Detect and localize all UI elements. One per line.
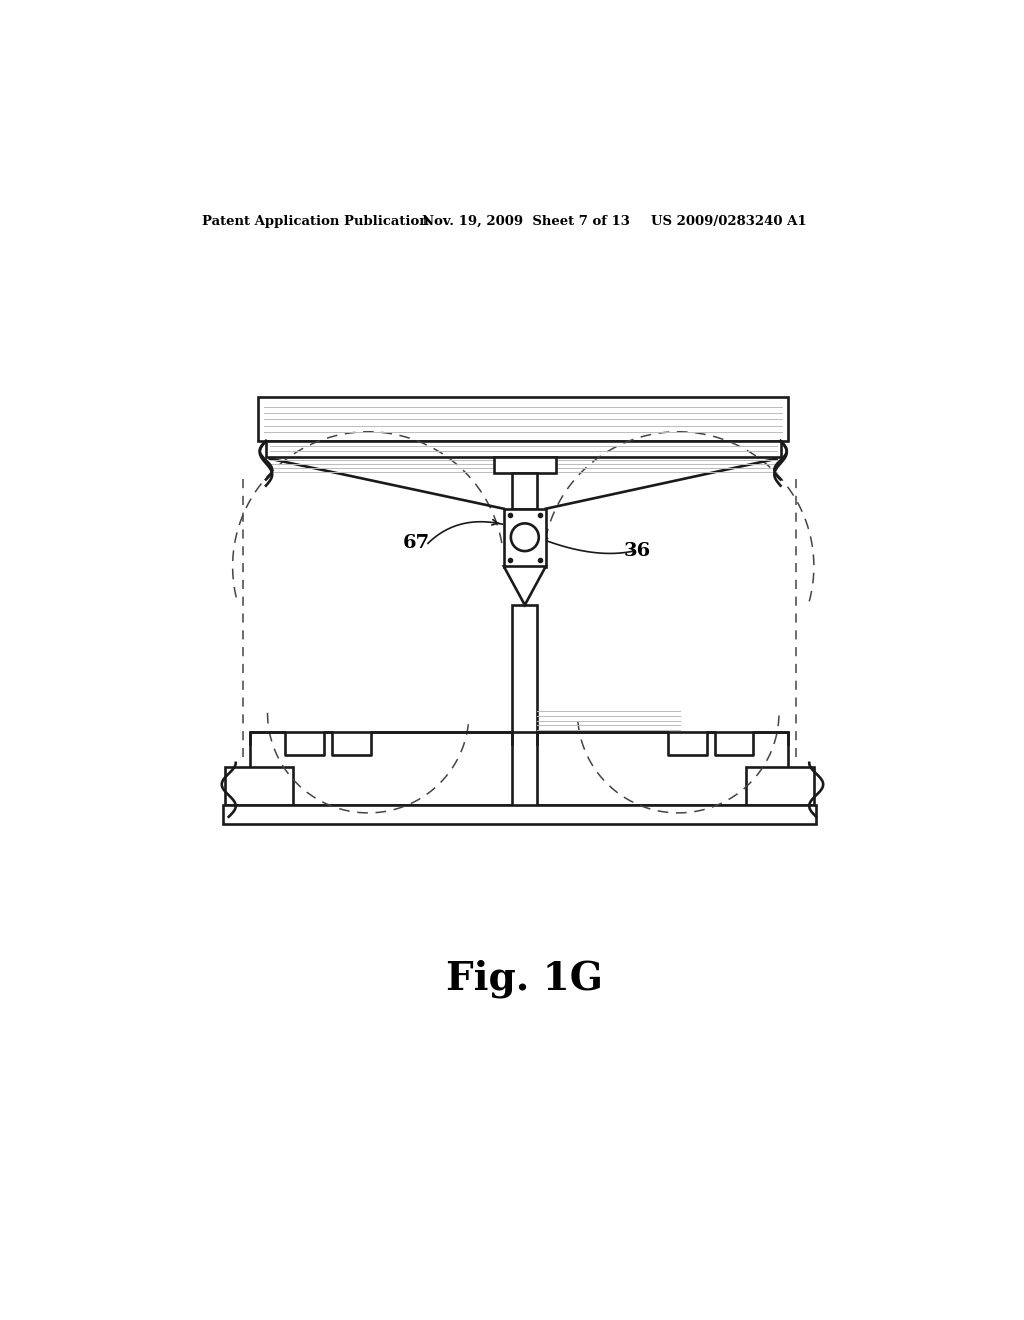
Bar [494, 457, 556, 473]
Bar [222, 805, 816, 825]
Bar [512, 605, 538, 733]
Text: US 2009/0283240 A1: US 2009/0283240 A1 [651, 215, 807, 228]
Text: 36: 36 [624, 543, 651, 560]
Text: 67: 67 [402, 535, 430, 552]
Bar [258, 397, 788, 441]
Bar [512, 473, 538, 508]
Polygon shape [504, 566, 546, 605]
Bar [251, 733, 512, 805]
Bar [745, 767, 814, 805]
Text: Nov. 19, 2009  Sheet 7 of 13: Nov. 19, 2009 Sheet 7 of 13 [423, 215, 631, 228]
Bar [266, 441, 780, 457]
Text: Patent Application Publication: Patent Application Publication [202, 215, 428, 228]
Text: Fig. 1G: Fig. 1G [446, 960, 603, 998]
Bar [504, 508, 546, 566]
Bar [538, 733, 788, 805]
Bar [225, 767, 293, 805]
